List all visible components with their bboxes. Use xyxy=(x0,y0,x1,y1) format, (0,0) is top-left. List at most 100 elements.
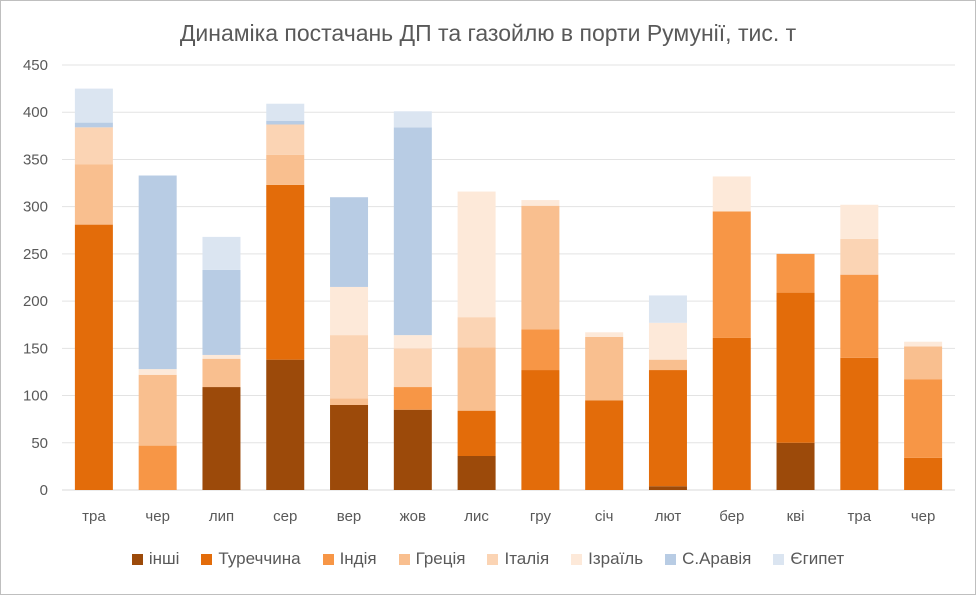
bar-segment xyxy=(457,410,496,456)
y-tick-label: 50 xyxy=(31,435,48,452)
bar-segment xyxy=(138,175,177,370)
bar-segment xyxy=(74,122,113,128)
bar-segment xyxy=(393,409,432,490)
bar-segment xyxy=(393,127,432,336)
x-tick-label: січ xyxy=(595,508,614,525)
x-tick-label: жов xyxy=(400,508,426,525)
bar-segment xyxy=(330,405,369,490)
bar-segment xyxy=(776,253,815,293)
legend-item: Туреччина xyxy=(201,549,301,569)
bar-segment xyxy=(521,200,560,206)
bar-segment xyxy=(904,457,943,490)
legend-label: інші xyxy=(148,549,180,568)
x-tick-label: лис xyxy=(464,508,489,525)
legend-item: Ізраїль xyxy=(571,549,643,569)
legend-item: інші xyxy=(131,549,180,569)
legend-swatch xyxy=(398,553,410,565)
legend-label: Туреччина xyxy=(218,549,301,568)
bar-segment xyxy=(202,358,241,388)
x-tick-label: лип xyxy=(209,508,234,525)
bar-segment xyxy=(266,103,305,121)
bar-segment xyxy=(457,347,496,411)
bar-segment xyxy=(266,154,305,185)
bar-segment xyxy=(648,486,687,490)
bar-segment xyxy=(585,337,624,401)
x-tick-label: чер xyxy=(911,508,936,525)
bar-segment xyxy=(840,238,879,275)
bar-segment xyxy=(840,357,879,490)
bar-segment xyxy=(330,197,369,287)
legend-item: Греція xyxy=(398,549,466,569)
bar-segment xyxy=(585,400,624,490)
bar-segment xyxy=(904,346,943,380)
legend-swatch xyxy=(571,553,583,565)
legend-swatch xyxy=(131,553,143,565)
x-tick-label: гру xyxy=(530,508,552,525)
bar-segment xyxy=(74,88,113,123)
bar-segment xyxy=(840,274,879,358)
bar-segment xyxy=(202,236,241,270)
bar-segment xyxy=(202,354,241,359)
bar-segment xyxy=(138,369,177,375)
legend-label: Індія xyxy=(339,549,377,568)
legend-swatch xyxy=(201,553,213,565)
legend-label: С.Аравія xyxy=(682,549,752,568)
bar-segment xyxy=(521,329,560,371)
bar-segment xyxy=(712,211,751,338)
x-tick-label: тра xyxy=(82,508,106,525)
legend-item: Індія xyxy=(322,549,377,569)
bar-segment xyxy=(202,269,241,355)
legend-label: Італія xyxy=(504,549,550,568)
legend-item: Італія xyxy=(487,549,549,569)
bar-segment xyxy=(457,191,496,318)
y-tick-label: 400 xyxy=(23,104,48,121)
bar-segment xyxy=(74,127,113,165)
bar-segment xyxy=(393,335,432,349)
bar-segment xyxy=(648,359,687,371)
y-tick-label: 350 xyxy=(23,151,48,168)
bar-segment xyxy=(138,445,177,490)
chart-plot: 0 50 100 150 200 250 300 350 400 450 тра чер лип сер в… xyxy=(23,57,955,525)
bar-segment xyxy=(712,176,751,212)
bar-segment xyxy=(393,348,432,388)
bar-segment xyxy=(648,370,687,487)
bar-segment xyxy=(521,370,560,490)
y-tick-label: 300 xyxy=(23,199,48,216)
x-tick-label: лют xyxy=(655,508,682,525)
bar-segment xyxy=(330,286,369,336)
bar-segment xyxy=(585,332,624,337)
bar-segment xyxy=(202,387,241,490)
bar-segment xyxy=(776,442,815,490)
legend-swatch xyxy=(487,553,499,565)
bar-segment xyxy=(393,111,432,128)
legend-swatch xyxy=(665,553,677,565)
chart-title: Динаміка постачань ДП та газойлю в порти… xyxy=(179,20,797,46)
bar-segment xyxy=(393,387,432,410)
bar-segment xyxy=(904,341,943,347)
legend-label: Ізраїль xyxy=(588,549,644,568)
y-tick-label: 100 xyxy=(23,388,48,405)
bar-segment xyxy=(904,379,943,458)
bar-segment xyxy=(330,335,369,399)
bar-segment xyxy=(330,398,369,405)
bar-segment xyxy=(138,374,177,446)
x-tick-label: кві xyxy=(787,508,805,525)
x-tick-label: чер xyxy=(145,508,170,525)
bar-segment xyxy=(74,164,113,225)
y-tick-label: 0 xyxy=(40,482,48,499)
x-tick-label: тра xyxy=(848,508,872,525)
bar-segment xyxy=(776,292,815,443)
bar-segment xyxy=(648,322,687,360)
bar-segment xyxy=(457,317,496,348)
legend-swatch xyxy=(773,553,785,565)
bar-segment xyxy=(266,184,305,360)
bar-segment xyxy=(648,295,687,323)
bar-segment xyxy=(840,204,879,239)
x-tick-label: вер xyxy=(337,508,362,525)
bar-segment xyxy=(521,205,560,330)
y-tick-label: 150 xyxy=(23,340,48,357)
legend-label: Греція xyxy=(415,549,466,568)
legend-item: Єгипет xyxy=(773,549,844,569)
x-tick-label: сер xyxy=(273,508,297,525)
y-tick-label: 250 xyxy=(23,246,48,263)
